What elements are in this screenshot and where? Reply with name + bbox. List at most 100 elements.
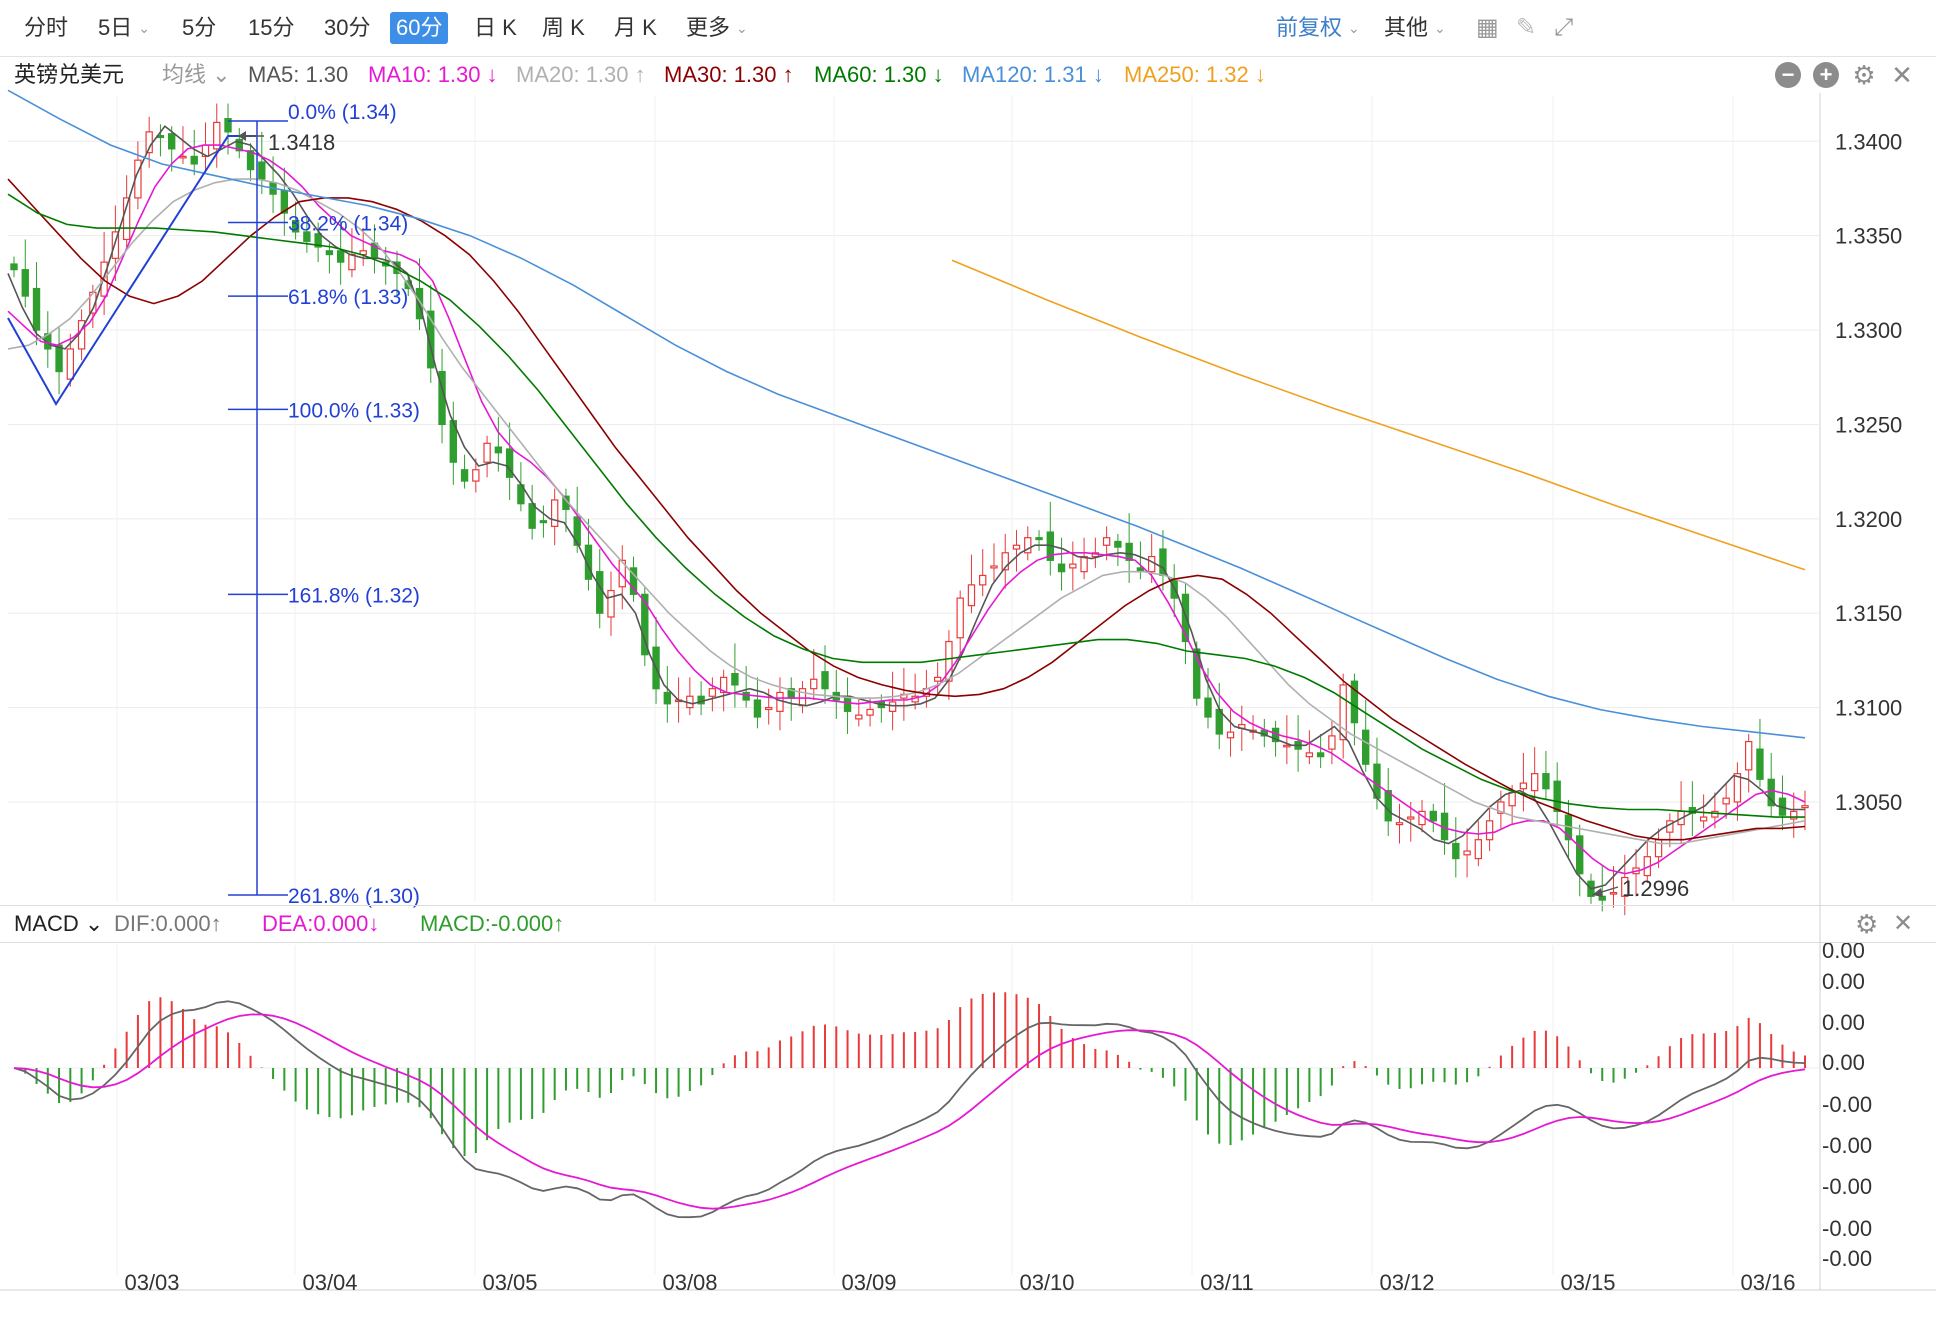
candle-body [460,469,469,482]
candle-body [719,676,728,694]
draw-pen-icon[interactable]: ✎ [1516,14,1537,41]
settings-icon[interactable]: ⚙ [1852,60,1876,90]
candle-body [1102,537,1111,546]
candle-body [1069,563,1077,569]
ma-legend-5: MA120: 1.31 ↓ [962,62,1104,87]
candle-body [1170,578,1178,599]
candle [427,284,435,383]
candle [855,700,863,727]
candle [596,549,604,629]
candle [674,677,683,723]
candle-body [122,197,131,241]
zoom-in-icon[interactable]: + [1813,62,1839,88]
other-dropdown[interactable]: 其他 ⌄ [1384,12,1446,46]
candle [280,167,289,236]
candle [731,643,739,708]
fib-level-label: 100.0% (1.33) [288,399,420,422]
candle-body [1046,531,1054,561]
candle [776,677,784,731]
macd-title[interactable]: MACD ⌄ [14,911,104,936]
candle-body [1801,805,1809,809]
candle-body [945,640,953,682]
candle [1238,705,1246,751]
candle-body [291,219,300,233]
candle-body [1271,727,1280,743]
period-tab-0[interactable]: 分时 [24,15,69,40]
period-tab-9[interactable]: 更多 ⌄ [680,12,754,44]
candle-body [1440,812,1449,841]
candle [1395,803,1404,844]
candle-body [979,574,987,586]
ma-legend-0: MA5: 1.30 [248,62,349,87]
candle-body [1744,740,1753,771]
candle-body [765,706,773,711]
candle [1519,752,1528,812]
candle [1001,533,1009,589]
candle-body [359,250,367,256]
candle [945,630,953,701]
macd-dea-label: DEA:0.000↓ [262,911,380,936]
time-tick-label: 03/08 [662,1270,717,1295]
price-tick-label: 1.3100 [1835,696,1902,721]
candle [1024,526,1032,561]
candle [1091,537,1100,568]
period-tab-7[interactable]: 周 K [542,15,585,40]
candle-body [1362,729,1370,765]
candle-body [539,520,548,524]
close-icon[interactable]: ✕ [1891,60,1913,90]
fullscreen-icon[interactable]: ⤢ [1554,14,1574,41]
adjust-dropdown[interactable]: 前复权 ⌄ [1276,12,1360,46]
candle-body [483,442,491,463]
period-tab-4[interactable]: 30分 [324,15,371,40]
candle-body [179,155,187,159]
macd-close-icon[interactable]: ✕ [1893,910,1914,937]
candle [246,143,255,181]
candle [1744,734,1753,793]
candle [641,586,649,667]
candle-body [618,559,626,588]
candle [348,228,356,278]
macd-tick-label: -0.00 [1822,1133,1872,1158]
candle-body [393,261,401,275]
period-tab-8[interactable]: 月 K [614,15,657,40]
candle-body [100,261,108,297]
candle [303,216,311,253]
period-tab-3[interactable]: 15分 [248,15,295,40]
candle-body [843,695,852,712]
candle [1530,747,1539,799]
zoom-out-icon[interactable]: − [1775,62,1801,88]
candle [1778,775,1787,831]
ma-line-ma10 [7,144,1806,875]
price-tick-label: 1.3050 [1835,790,1902,815]
period-tab-2[interactable]: 5分 [182,15,217,40]
candle [1362,700,1370,772]
candle-body [1654,839,1663,858]
candle-body [888,701,897,712]
ma-type-dropdown[interactable]: 均线 ⌄ [162,62,231,87]
candle [1114,533,1122,567]
candle-body [438,370,446,426]
candle [979,549,987,597]
candle [765,688,773,725]
period-tab-1[interactable]: 5日 ⌄ [92,12,156,44]
time-tick-label: 03/11 [1200,1270,1253,1295]
candle [370,224,379,274]
candle-body [1260,729,1269,737]
candle-body [1159,548,1167,577]
candle [528,484,536,540]
candle-body [742,691,750,701]
candle-body [1035,537,1043,541]
macd-settings-icon[interactable]: ⚙ [1855,909,1879,939]
candle [562,488,570,533]
candle-body [1114,540,1122,548]
candle-body [641,593,649,656]
period-tab-5[interactable]: 60分 [390,12,449,44]
period-tab-6[interactable]: 日 K [474,15,517,40]
low-annotation: 1.2996 [1591,876,1689,901]
grid-layout-icon[interactable]: ▦ [1476,14,1499,41]
macd-tick-label: -0.00 [1822,1246,1872,1271]
candle [1305,730,1314,765]
macd-dif-label: DIF:0.000↑ [114,911,222,936]
candle [224,103,232,155]
candle [1215,683,1223,750]
